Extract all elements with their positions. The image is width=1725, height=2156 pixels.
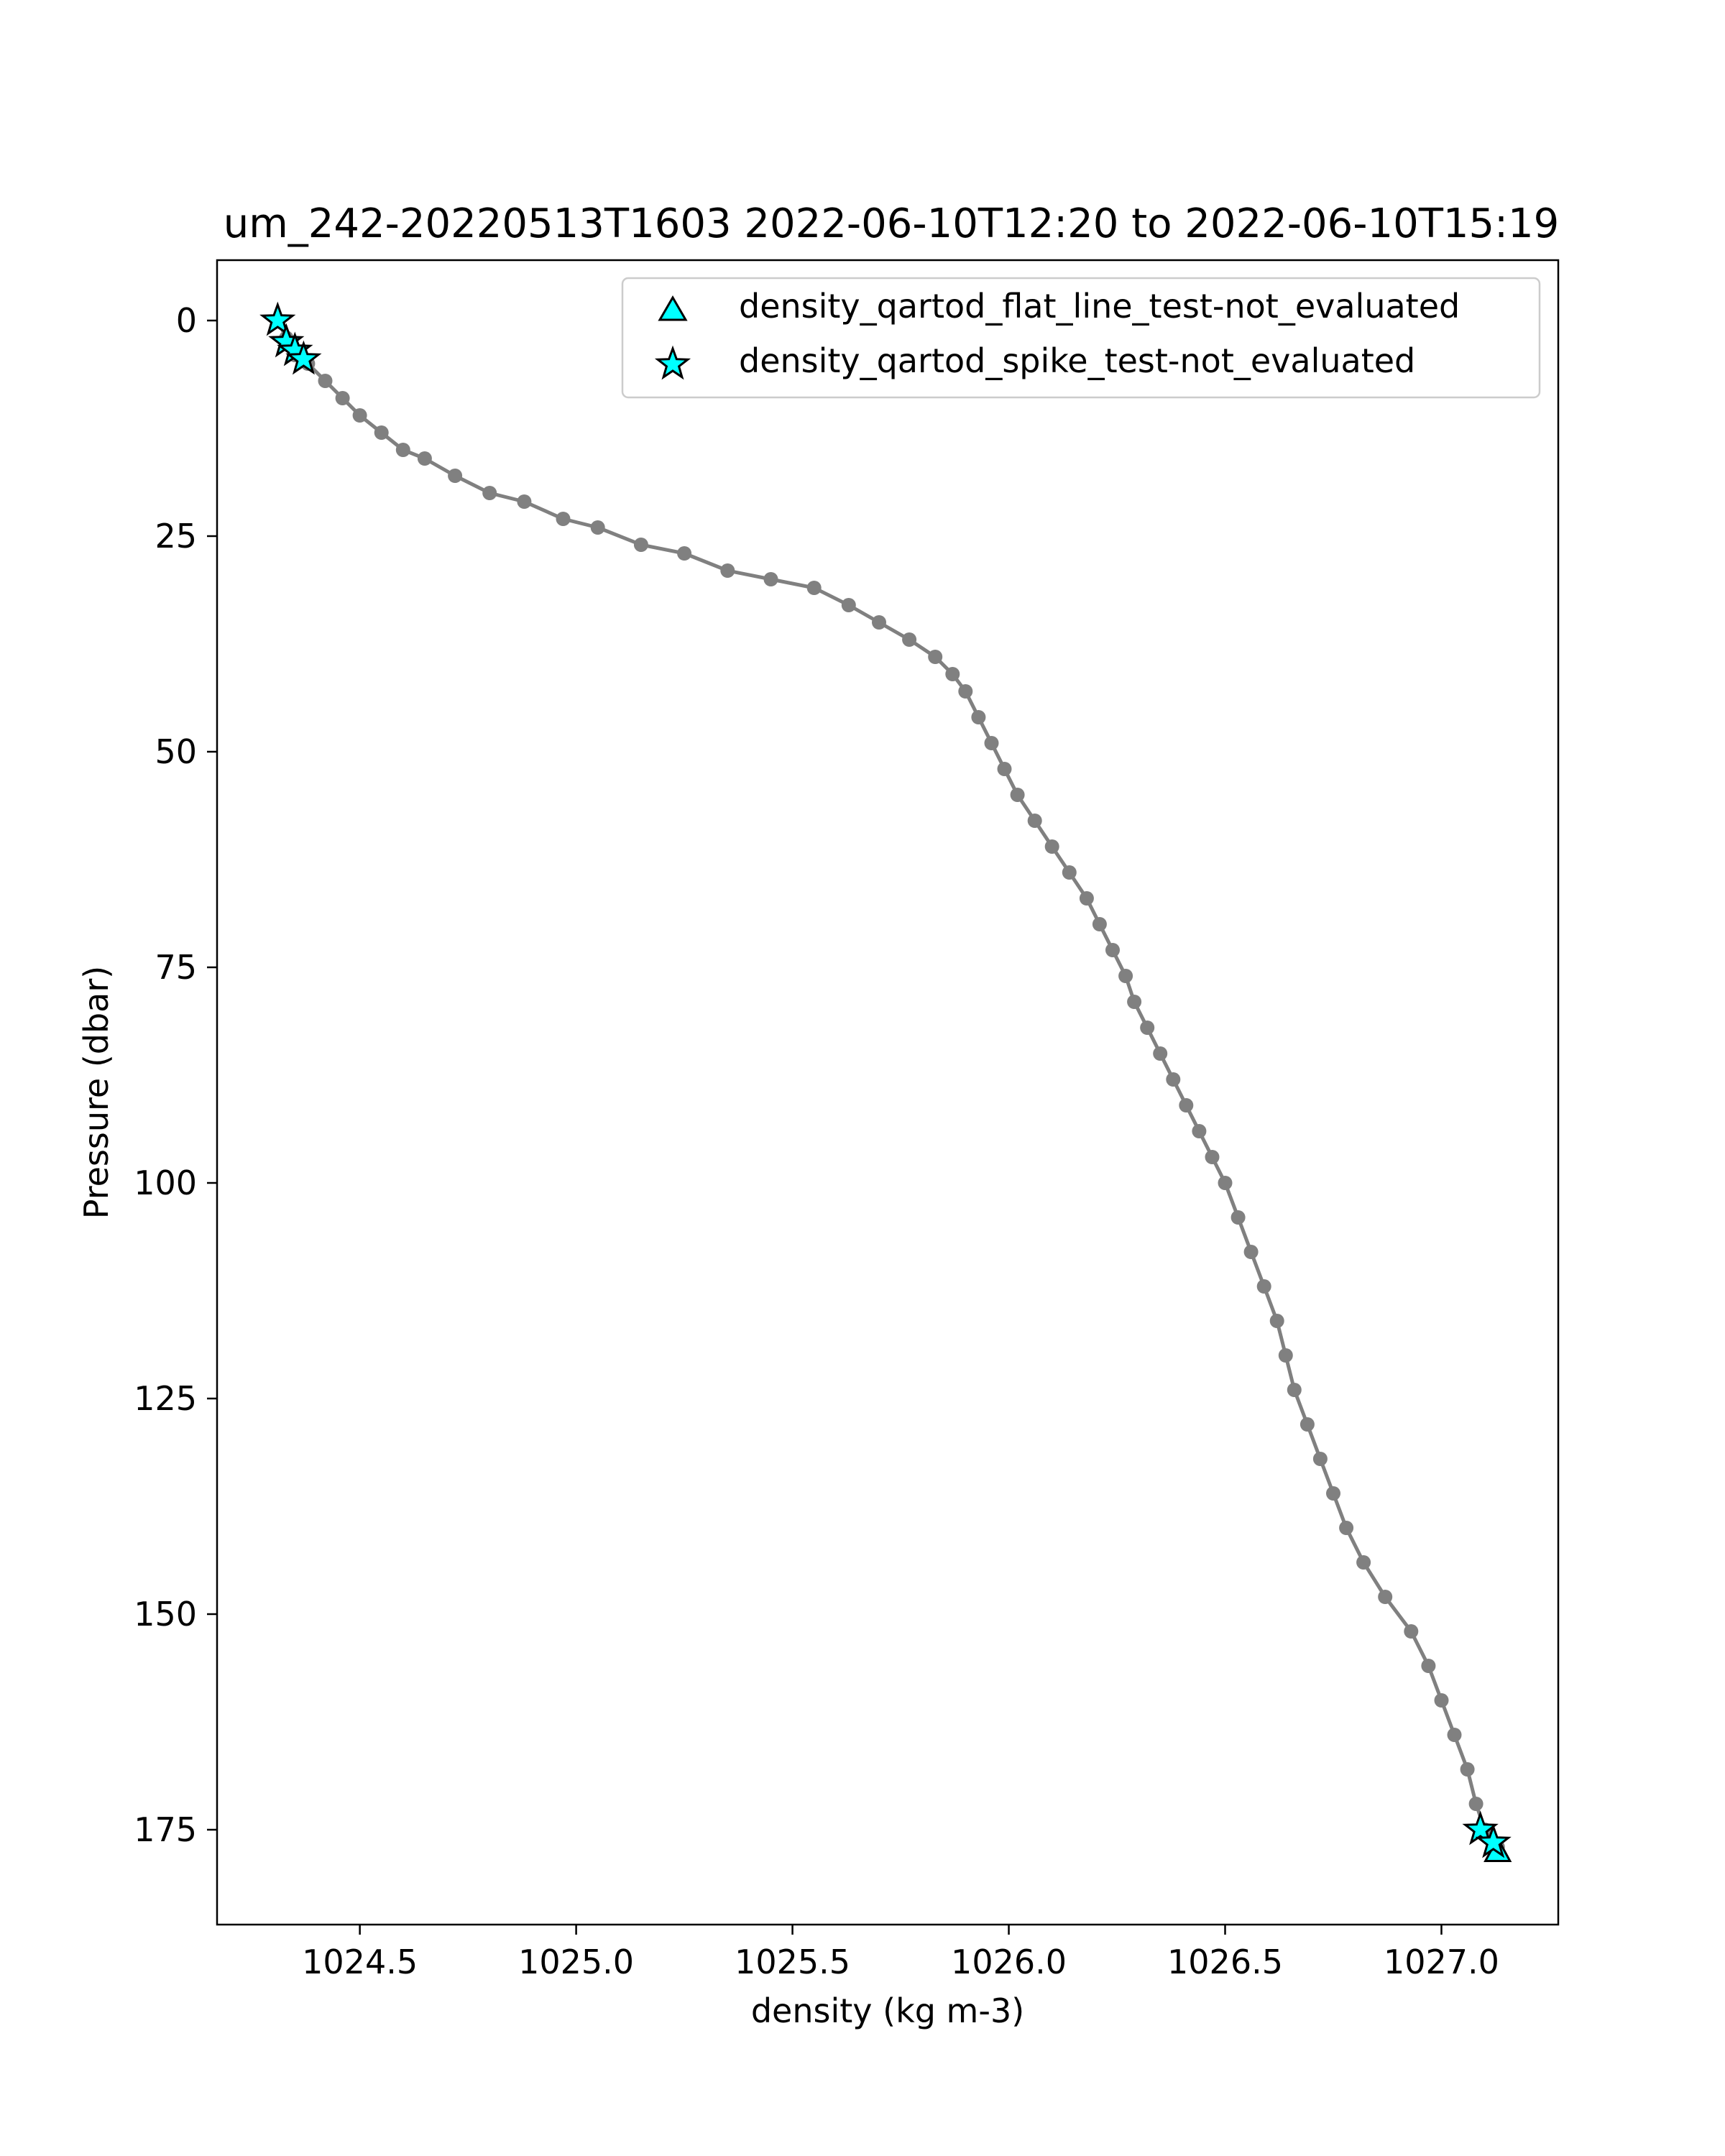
legend-triangle-marker	[658, 295, 688, 321]
profile-point	[677, 546, 692, 561]
profile-point	[417, 451, 432, 466]
profile-point	[841, 598, 856, 612]
legend-entry-spike-test: density_qartod_spike_test-not_evaluated	[739, 341, 1415, 380]
y-tick-label: 100	[134, 1164, 197, 1202]
spike-flag-marker	[1462, 1810, 1499, 1846]
profile-point	[1062, 865, 1077, 880]
x-tick-label: 1026.0	[951, 1943, 1067, 1981]
y-tick-label: 150	[134, 1595, 197, 1634]
profile-point	[590, 520, 605, 535]
profile-point	[958, 684, 973, 699]
profile-point	[1027, 814, 1042, 828]
profile-point	[1044, 839, 1059, 854]
profile-point	[945, 667, 960, 681]
profile-point	[395, 443, 410, 457]
profile-point	[1326, 1486, 1340, 1501]
x-tick-label: 1026.5	[1167, 1943, 1283, 1981]
profile-point	[806, 581, 822, 595]
x-tick-label: 1025.0	[518, 1943, 634, 1981]
profile-point	[1127, 995, 1142, 1009]
axes-frame	[216, 259, 1560, 1926]
profile-point	[374, 425, 389, 440]
profile-point	[1153, 1046, 1168, 1061]
x-axis-ticks: 1024.5 1025.0 1025.5 1026.0 1026.5 1027.0	[302, 1925, 1499, 1981]
spike-flag-marker	[1475, 1823, 1512, 1858]
profile-point	[1460, 1762, 1475, 1777]
profile-point	[902, 632, 917, 647]
y-tick-label: 75	[155, 948, 197, 987]
y-tick-label: 50	[155, 732, 197, 771]
y-axis-label: Pressure (dbar)	[77, 966, 116, 1219]
profile-point	[335, 391, 350, 405]
x-tick-label: 1024.5	[302, 1943, 418, 1981]
legend-entry-flat-line-test: density_qartod_flat_line_test-not_evalua…	[739, 287, 1460, 326]
profile-point	[872, 615, 886, 630]
profile-point	[1356, 1555, 1371, 1570]
profile-point	[633, 538, 648, 552]
profile-point	[1269, 1314, 1284, 1328]
profile-point	[1287, 1383, 1302, 1397]
profile-point	[448, 469, 463, 483]
y-axis-ticks: 0 25 50 75 100 125 150 175	[134, 301, 217, 1849]
profile-point	[1243, 1245, 1259, 1259]
x-tick-label: 1025.5	[735, 1943, 850, 1981]
profile-point	[971, 710, 986, 724]
profile-point	[517, 494, 532, 509]
profile-point	[1300, 1417, 1315, 1432]
x-tick-label: 1027.0	[1384, 1943, 1499, 1981]
profile-point	[1118, 969, 1133, 983]
profile-point	[1339, 1521, 1354, 1535]
profile-point	[1179, 1098, 1194, 1112]
chart-title: um_242-20220513T1603 2022-06-10T12:20 to…	[224, 201, 1560, 247]
profile-point	[928, 650, 943, 664]
profile-point	[1105, 943, 1120, 957]
profile-point	[997, 762, 1012, 776]
y-tick-label: 0	[176, 301, 197, 340]
profile-point	[1256, 1279, 1271, 1294]
profile-point	[1010, 788, 1025, 802]
legend-star-marker	[654, 345, 691, 380]
profile-point	[1092, 917, 1107, 931]
legend: density_qartod_flat_line_test-not_evalua…	[621, 277, 1541, 399]
profile-point	[1140, 1021, 1155, 1035]
y-tick-label: 125	[134, 1379, 197, 1418]
profile-point	[318, 374, 333, 388]
profile-point	[1378, 1590, 1393, 1604]
plot-area	[259, 301, 1512, 1862]
profile-point	[1434, 1693, 1449, 1708]
profile-point	[1230, 1210, 1246, 1225]
profile-point	[1447, 1728, 1462, 1742]
profile-point	[1278, 1348, 1293, 1363]
spike-flag-marker	[285, 340, 322, 375]
profile-point	[1079, 891, 1094, 906]
profile-point	[763, 572, 778, 586]
profile-point	[1312, 1452, 1328, 1466]
profile-point	[556, 512, 571, 526]
profile-point	[1166, 1072, 1181, 1087]
y-tick-label: 175	[134, 1810, 197, 1849]
profile-point	[482, 486, 497, 500]
y-tick-label: 25	[155, 517, 197, 556]
profile-point	[1404, 1624, 1419, 1639]
spike-flag-marker	[259, 301, 296, 336]
profile-point	[984, 736, 999, 750]
profile-point	[1468, 1797, 1484, 1811]
legend-box	[621, 277, 1541, 399]
profile-point	[1421, 1659, 1436, 1673]
profile-point	[352, 408, 367, 423]
profile-point	[1205, 1150, 1220, 1164]
profile-point	[1192, 1124, 1207, 1138]
profile-point	[720, 563, 735, 578]
x-axis-label: density (kg m-3)	[751, 1991, 1024, 2030]
profile-point	[1218, 1176, 1233, 1190]
